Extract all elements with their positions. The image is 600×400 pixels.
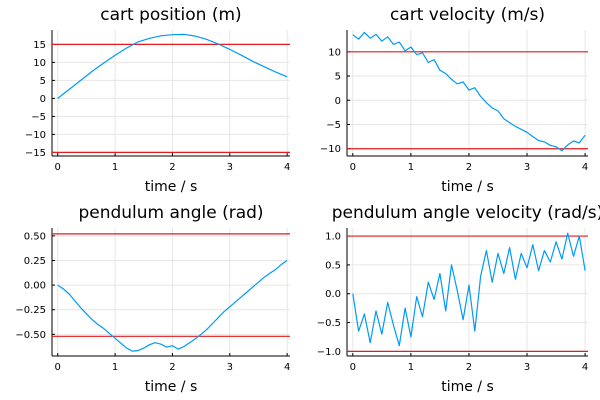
cart-position-ytick-label-5: 10 [33, 58, 46, 69]
pendulum-angle-velocity-title: pendulum angle velocity (rad/s) [332, 203, 600, 223]
pendulum-angle-x-axis-label: time / s [145, 379, 198, 395]
cart-position-ytick-label-6: 15 [33, 40, 46, 51]
cart-position-ytick-label-0: −15 [25, 148, 46, 159]
cart-velocity-xtick-label-4: 4 [582, 162, 588, 173]
cart-velocity-series-line-0 [352, 31, 586, 152]
cart-velocity-ytick-label-4: 10 [328, 47, 341, 58]
pendulum-angle-velocity-ytick-label-1: −0.5 [317, 318, 341, 329]
cart-velocity-xtick-label-3: 3 [524, 162, 530, 173]
cart-velocity-x-axis-label: time / s [441, 179, 494, 195]
cart-position-ytick-label-1: −10 [25, 130, 46, 141]
pendulum-angle-velocity-ytick-label-0: −1.0 [317, 347, 341, 358]
pendulum-angle-xtick-label-1: 1 [112, 362, 118, 373]
cart-velocity-ytick-label-3: 5 [335, 72, 341, 83]
pendulum-angle-velocity-series-line-0 [352, 232, 586, 347]
pendulum-angle-ytick-label-0: −0.50 [15, 330, 46, 341]
pendulum-angle-velocity-ytick-label-2: 0.0 [325, 289, 341, 300]
pendulum-angle-series-line-0 [57, 260, 288, 352]
cart-position-ytick-label-2: −5 [31, 112, 46, 123]
pendulum-angle-xtick-label-2: 2 [169, 362, 175, 373]
cart-position-series-line-0 [57, 33, 288, 99]
pendulum-angle-ytick-label-2: 0.00 [24, 281, 46, 292]
cart-velocity-xtick-label-0: 0 [350, 162, 356, 173]
pendulum-angle-velocity-xtick-label-4: 4 [582, 362, 588, 373]
pendulum-angle-velocity-xtick-label-2: 2 [466, 362, 472, 373]
pendulum-angle-ytick-label-4: 0.50 [24, 231, 46, 242]
pendulum-angle-velocity-panel: 0 1 2 3 4 −1.0 −0.5 0.0 0.5 1.0 pendulum angle vel… [317, 203, 600, 395]
cart-velocity-ytick-label-0: −10 [320, 144, 341, 155]
cart-velocity-ytick-label-1: −5 [326, 120, 341, 131]
cart-position-xtick-label-3: 3 [227, 162, 233, 173]
cart-velocity-panel: 0 1 2 3 4 −10 −5 0 5 10 cart velocity (m/s) time / … [320, 5, 588, 195]
cart-velocity-ytick-label-2: 0 [335, 96, 341, 107]
pendulum-angle-ytick-label-1: −0.25 [15, 305, 46, 316]
pendulum-angle-ytick-label-3: 0.25 [24, 256, 46, 267]
cart-position-xtick-label-4: 4 [284, 162, 290, 173]
cart-velocity-xtick-label-2: 2 [466, 162, 472, 173]
cart-position-ytick-label-4: 5 [40, 76, 46, 87]
cart-position-title: cart position (m) [100, 5, 241, 25]
cart-position-x-axis-label: time / s [145, 179, 198, 195]
cart-position-xtick-label-1: 1 [112, 162, 118, 173]
pendulum-angle-xtick-label-4: 4 [284, 362, 290, 373]
pendulum-angle-velocity-xtick-label-3: 3 [524, 362, 530, 373]
cart-position-xtick-label-0: 0 [55, 162, 61, 173]
pendulum-angle-velocity-ytick-label-4: 1.0 [325, 232, 341, 243]
pendulum-angle-velocity-ytick-label-3: 0.5 [325, 260, 341, 271]
cart-velocity-title: cart velocity (m/s) [390, 5, 545, 25]
cart-position-panel: 0 1 2 3 4 −15 −10 −5 0 5 10 15 cart position (m) time… [25, 5, 290, 195]
pendulum-angle-velocity-xtick-label-1: 1 [408, 362, 414, 373]
cart-position-ytick-label-3: 0 [40, 94, 46, 105]
pendulum-angle-xtick-label-3: 3 [227, 362, 233, 373]
cart-velocity-xtick-label-1: 1 [408, 162, 414, 173]
pendulum-angle-xtick-label-0: 0 [55, 362, 61, 373]
pendulum-angle-velocity-x-axis-label: time / s [441, 379, 494, 395]
pendulum-angle-title: pendulum angle (rad) [78, 203, 263, 223]
pendulum-angle-velocity-xtick-label-0: 0 [350, 362, 356, 373]
pendulum-angle-panel: 0 1 2 3 4 −0.50 −0.25 0.00 0.25 0.50 pendulum angl… [15, 203, 290, 395]
cart-position-xtick-label-2: 2 [169, 162, 175, 173]
